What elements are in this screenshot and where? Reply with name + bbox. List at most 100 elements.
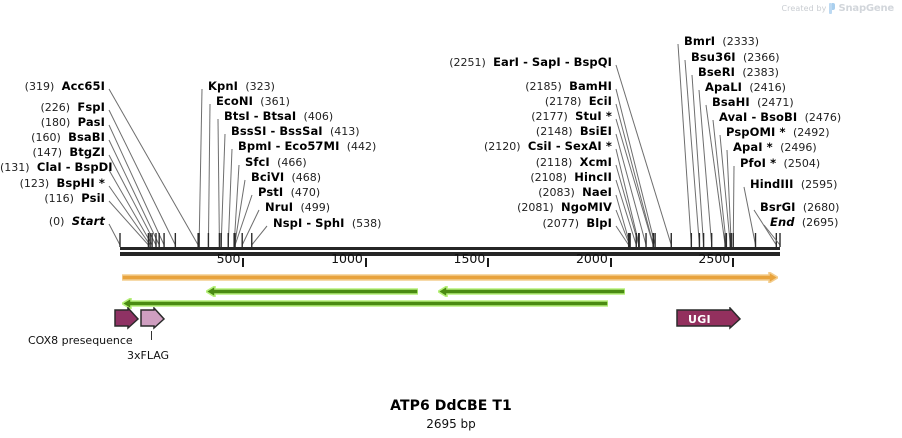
- enzyme-label[interactable]: BsrGI (2680): [760, 200, 839, 215]
- enzyme-label[interactable]: PspOMI * (2492): [726, 125, 830, 140]
- enzyme-label[interactable]: SfcI (466): [245, 155, 307, 170]
- enzyme-label[interactable]: (2077) BlpI: [0, 216, 612, 231]
- enzyme-label[interactable]: (2081) NgoMIV: [0, 200, 612, 215]
- enzyme-name[interactable]: EciI: [588, 94, 612, 108]
- enzyme-name[interactable]: SphI: [315, 216, 345, 230]
- enzyme-name[interactable]: BssSI: [231, 124, 267, 138]
- enzyme-label[interactable]: (0) Start: [0, 214, 105, 229]
- enzyme-label[interactable]: BciVI (468): [251, 170, 321, 185]
- enzyme-name[interactable]: BtgZI: [69, 145, 105, 159]
- enzyme-name[interactable]: BamHI: [569, 79, 612, 93]
- enzyme-name[interactable]: PasI: [77, 115, 105, 129]
- enzyme-label[interactable]: PstI (470): [258, 185, 320, 200]
- enzyme-label[interactable]: (319) Acc65I: [0, 79, 105, 94]
- enzyme-label[interactable]: (2083) NaeI: [0, 185, 612, 200]
- enzyme-name[interactable]: BciVI: [251, 170, 285, 184]
- enzyme-label[interactable]: (2120) CsiI - SexAI *: [0, 139, 612, 154]
- enzyme-label[interactable]: (2185) BamHI: [0, 79, 612, 94]
- enzyme-name[interactable]: Start: [71, 214, 105, 228]
- enzyme-name[interactable]: BsrGI: [760, 200, 796, 214]
- enzyme-name[interactable]: ApaI *: [733, 140, 773, 154]
- enzyme-name[interactable]: AvaI: [719, 110, 748, 124]
- enzyme-label[interactable]: BmrI (2333): [684, 34, 759, 49]
- enzyme-name[interactable]: BsiEI: [579, 124, 612, 138]
- enzyme-name[interactable]: NspI: [273, 216, 303, 230]
- enzyme-name[interactable]: StuI *: [575, 109, 612, 123]
- enzyme-name[interactable]: End: [770, 215, 795, 229]
- feature-arrow-orange[interactable]: [121, 268, 780, 285]
- enzyme-name[interactable]: XcmI: [579, 155, 612, 169]
- enzyme-name[interactable]: NaeI: [582, 185, 612, 199]
- enzyme-label[interactable]: (147) BtgZI: [0, 145, 105, 160]
- enzyme-label[interactable]: (2178) EciI: [0, 94, 612, 109]
- feature-arrow-green[interactable]: [436, 282, 626, 299]
- enzyme-label[interactable]: NspI - SphI (538): [273, 216, 381, 231]
- enzyme-label[interactable]: (2148) BsiEI: [0, 124, 612, 139]
- enzyme-name[interactable]: BsaBI: [68, 130, 105, 144]
- enzyme-name[interactable]: SfcI: [245, 155, 270, 169]
- enzyme-name[interactable]: BspHI *: [56, 176, 105, 190]
- enzyme-label[interactable]: NruI (499): [265, 200, 330, 215]
- enzyme-name[interactable]: BpmI: [238, 139, 272, 153]
- enzyme-name[interactable]: PstI: [258, 185, 284, 199]
- enzyme-name[interactable]: BssSaI: [279, 124, 323, 138]
- enzyme-name[interactable]: PsiI: [81, 191, 105, 205]
- enzyme-label[interactable]: End (2695): [770, 215, 838, 230]
- enzyme-name[interactable]: NruI: [265, 200, 294, 214]
- enzyme-name[interactable]: SapI: [531, 55, 561, 69]
- enzyme-name[interactable]: ApaLI: [705, 80, 742, 94]
- enzyme-name[interactable]: EcoNI: [216, 94, 253, 108]
- enzyme-name[interactable]: KpnI: [208, 79, 239, 93]
- enzyme-label[interactable]: (116) PsiI: [0, 191, 105, 206]
- enzyme-label[interactable]: (2177) StuI *: [0, 109, 612, 124]
- enzyme-label[interactable]: HindIII (2595): [750, 177, 837, 192]
- enzyme-name[interactable]: CsiI: [527, 139, 552, 153]
- enzyme-label[interactable]: (180) PasI: [0, 115, 105, 130]
- enzyme-label[interactable]: PfoI * (2504): [740, 156, 820, 171]
- enzyme-name[interactable]: PfoI *: [740, 156, 777, 170]
- enzyme-name[interactable]: FspI: [77, 100, 105, 114]
- cds-arrow-ugi[interactable]: [676, 307, 742, 331]
- enzyme-label[interactable]: ApaLI (2416): [705, 80, 786, 95]
- enzyme-label[interactable]: (226) FspI: [0, 100, 105, 115]
- enzyme-label[interactable]: BseRI (2383): [698, 65, 779, 80]
- enzyme-label[interactable]: EcoNI (361): [216, 94, 290, 109]
- sequence-bar[interactable]: [120, 247, 780, 256]
- enzyme-name[interactable]: HindIII: [750, 177, 794, 191]
- feature-arrow-green[interactable]: [120, 294, 609, 311]
- feature-arrow-green[interactable]: [204, 282, 419, 299]
- enzyme-name[interactable]: BseRI: [698, 65, 736, 79]
- enzyme-name[interactable]: SexAI *: [564, 139, 612, 153]
- enzyme-name[interactable]: Bsu36I: [691, 50, 736, 64]
- enzyme-name[interactable]: Eco57MI: [284, 139, 340, 153]
- enzyme-label[interactable]: BpmI - Eco57MI (442): [238, 139, 376, 154]
- enzyme-label[interactable]: (160) BsaBI: [0, 130, 105, 145]
- enzyme-label[interactable]: Bsu36I (2366): [691, 50, 780, 65]
- enzyme-label[interactable]: ApaI * (2496): [733, 140, 817, 155]
- enzyme-name[interactable]: BtsI: [224, 109, 250, 123]
- enzyme-name[interactable]: BsoBI: [760, 110, 798, 124]
- enzyme-name[interactable]: EarI: [493, 55, 520, 69]
- enzyme-name[interactable]: BsaHI: [712, 95, 750, 109]
- enzyme-name[interactable]: BlpI: [586, 216, 612, 230]
- enzyme-label[interactable]: BtsI - BtsaI (406): [224, 109, 333, 124]
- enzyme-label[interactable]: (2251) EarI - SapI - BspQI: [0, 55, 612, 70]
- enzyme-label[interactable]: (131) ClaI - BspDI: [0, 160, 113, 175]
- enzyme-name[interactable]: Acc65I: [61, 79, 105, 93]
- enzyme-name[interactable]: NgoMIV: [561, 200, 612, 214]
- enzyme-name[interactable]: PspOMI *: [726, 125, 786, 139]
- enzyme-label[interactable]: (2108) HincII: [0, 170, 612, 185]
- cds-arrow-cox8-presequence[interactable]: [114, 307, 140, 331]
- enzyme-label[interactable]: AvaI - BsoBI (2476): [719, 110, 841, 125]
- enzyme-name[interactable]: BtsaI: [262, 109, 297, 123]
- enzyme-name[interactable]: BspQI: [573, 55, 612, 69]
- enzyme-name[interactable]: HincII: [574, 170, 612, 184]
- enzyme-label[interactable]: BsaHI (2471): [712, 95, 794, 110]
- enzyme-label[interactable]: KpnI (323): [208, 79, 275, 94]
- cds-arrow-3xflag[interactable]: [140, 307, 166, 331]
- enzyme-label[interactable]: BssSI - BssSaI (413): [231, 124, 360, 139]
- enzyme-name[interactable]: BspDI: [74, 160, 113, 174]
- enzyme-name[interactable]: ClaI: [36, 160, 62, 174]
- enzyme-label[interactable]: (123) BspHI *: [0, 176, 105, 191]
- enzyme-name[interactable]: BmrI: [684, 34, 716, 48]
